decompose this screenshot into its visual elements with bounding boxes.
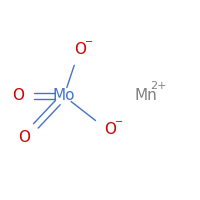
Text: −: − (85, 37, 93, 47)
Text: O: O (104, 122, 116, 138)
Text: O: O (18, 130, 30, 146)
Text: Mo: Mo (53, 88, 75, 104)
Text: 2+: 2+ (150, 81, 166, 91)
Text: −: − (115, 117, 123, 127)
Text: O: O (74, 43, 86, 58)
Text: O: O (12, 88, 24, 104)
Text: Mn: Mn (135, 88, 157, 104)
